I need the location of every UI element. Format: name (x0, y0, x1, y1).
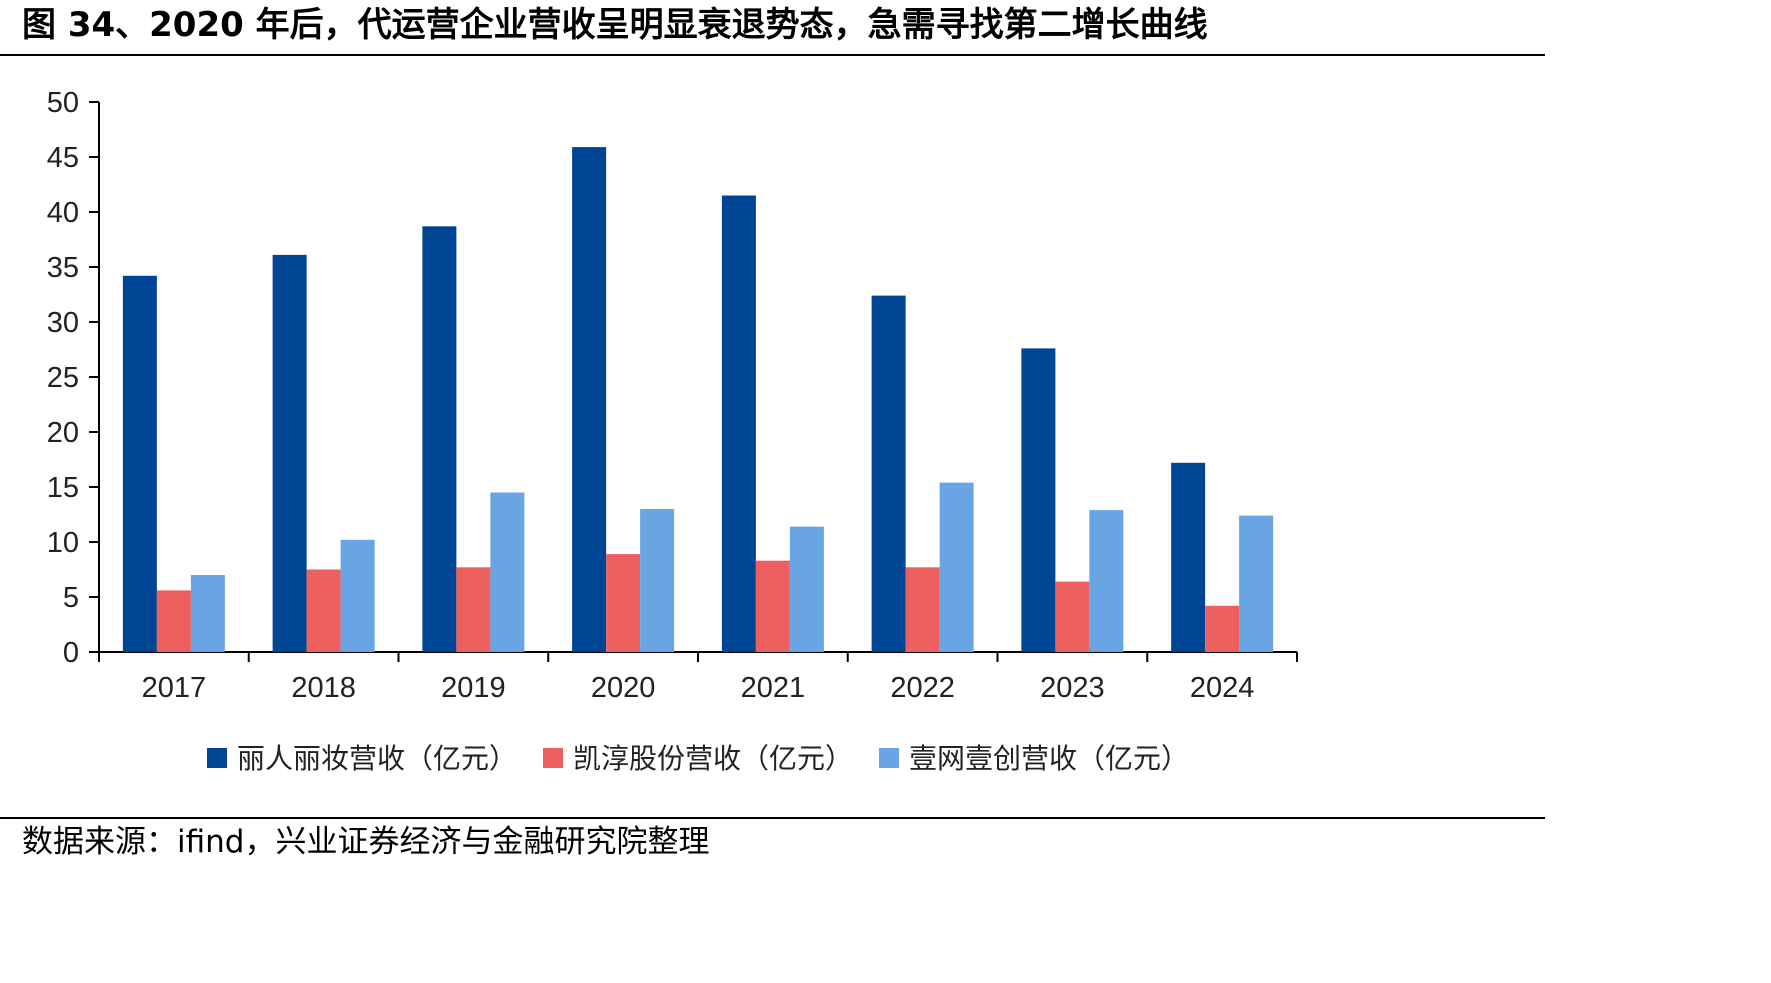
legend-item: 凯淳股份营收（亿元） (542, 742, 853, 775)
source-note: 数据来源：ifind，兴业证券经济与金融研究院整理 (22, 824, 710, 860)
x-tick-label: 2021 (741, 672, 806, 704)
y-tick-label: 30 (47, 307, 79, 339)
y-tick-label: 15 (47, 472, 79, 504)
y-tick-label: 50 (47, 87, 79, 119)
x-tick-label: 2017 (142, 672, 207, 704)
legend-label: 丽人丽妆营收（亿元） (237, 742, 517, 775)
legend-swatch (879, 748, 900, 768)
bars (122, 147, 1274, 653)
bar (1021, 348, 1056, 652)
bar (1171, 462, 1206, 652)
y-tick-label: 35 (47, 252, 79, 284)
legend-item: 丽人丽妆营收（亿元） (206, 742, 517, 775)
legend-label: 凯淳股份营收（亿元） (573, 742, 853, 775)
legend-label: 壹网壹创营收（亿元） (909, 742, 1189, 775)
y-tick-label: 45 (47, 142, 79, 174)
y-axis: 0 5 10 15 20 25 30 35 40 45 50 (47, 87, 100, 669)
y-tick-label: 10 (47, 527, 79, 559)
bar (306, 569, 341, 652)
legend: 丽人丽妆营收（亿元） 凯淳股份营收（亿元） 壹网壹创营收（亿元） (206, 742, 1189, 775)
x-axis: 2017 2018 2019 2020 2021 2022 2023 2024 (98, 651, 1298, 704)
bar (156, 590, 191, 652)
bar (755, 560, 790, 652)
bar (871, 295, 906, 652)
bar (606, 554, 641, 652)
y-tick-label: 0 (63, 637, 79, 669)
legend-swatch (542, 748, 563, 768)
x-tick-label: 2020 (591, 672, 656, 704)
legend-swatch (206, 748, 227, 768)
bar (640, 509, 675, 652)
bar (905, 567, 940, 652)
x-tick-label: 2024 (1190, 672, 1255, 704)
bar (1089, 510, 1124, 652)
bar (190, 575, 225, 652)
y-tick-label: 20 (47, 417, 79, 449)
bar (572, 147, 607, 652)
bar (939, 482, 974, 652)
bar (721, 195, 756, 652)
figure-title: 图 34、2020 年后，代运营企业营收呈明显衰退势态，急需寻找第二增长曲线 (22, 5, 1208, 45)
bar (490, 492, 525, 652)
bottom-rule (0, 817, 1545, 819)
bar (422, 226, 457, 653)
top-rule (0, 54, 1545, 56)
x-tick-label: 2023 (1040, 672, 1105, 704)
x-tick-label: 2019 (441, 672, 506, 704)
bar-chart: 0 5 10 15 20 25 30 35 40 45 50 2017 2018 2019 2020 202… (47, 87, 1298, 775)
bar (456, 567, 491, 652)
bar (122, 275, 157, 652)
bar (340, 539, 375, 652)
bar (272, 254, 307, 652)
y-tick-label: 5 (63, 582, 79, 614)
x-tick-label: 2022 (890, 672, 955, 704)
bar (789, 526, 824, 652)
y-tick-label: 25 (47, 362, 79, 394)
y-tick-label: 40 (47, 197, 79, 229)
legend-item: 壹网壹创营收（亿元） (879, 742, 1189, 775)
bar (1055, 581, 1090, 652)
x-tick-label: 2018 (291, 672, 356, 704)
bar (1239, 515, 1274, 652)
bar (1205, 605, 1240, 652)
